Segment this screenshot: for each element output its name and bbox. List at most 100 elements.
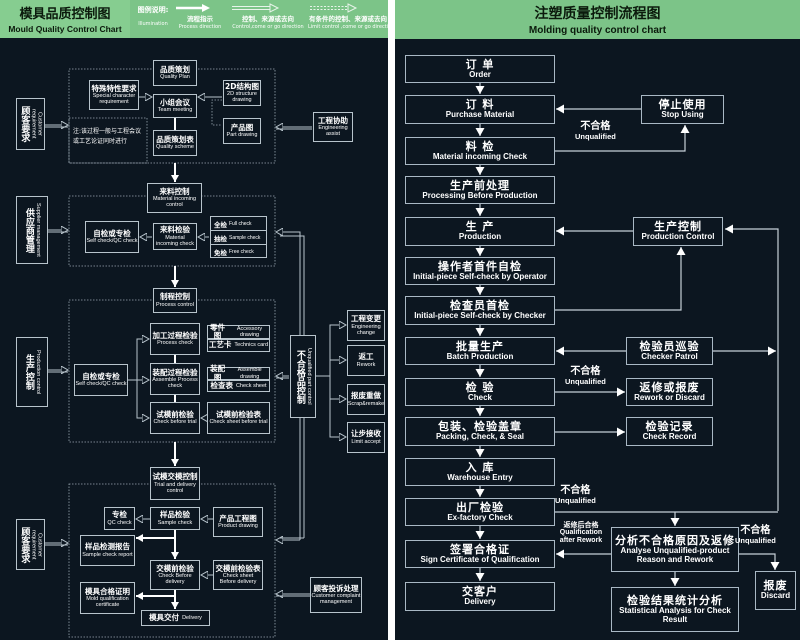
node-label-en: Material incoming Check <box>432 151 528 161</box>
legend-item-en: Limit control ,come or go direction <box>308 24 388 30</box>
batch-node: 批量生产 Batch Production <box>405 337 555 365</box>
node-label-en: Rework <box>356 361 376 368</box>
complaint-node: 顾客投诉处理 Customer complaint management <box>310 577 362 613</box>
warehouse-node: 入 库 Warehouse Entry <box>405 458 555 486</box>
node-label-zh: 来料控制 <box>159 186 190 196</box>
node-label-en: Sample check <box>157 519 193 526</box>
technics-node: 工艺卡 Technics card <box>207 339 270 352</box>
node-label-zh: 检查员首检 <box>450 299 510 313</box>
node-label-zh: 入 库 <box>465 460 495 474</box>
assemble-check-node: 装配过程检验 Assemble Process check <box>150 363 200 395</box>
node-label-zh: 模具交付 <box>149 612 180 622</box>
legend-item-zh: 控制、来源或去向 <box>242 15 294 23</box>
node-label-zh: 来料检验 <box>160 225 190 235</box>
node-label-en: Assemble Process check <box>152 377 198 390</box>
node-label-zh: 出厂检验 <box>456 500 504 514</box>
assemble-drawing-node: 装配图 Assemble drawing <box>207 364 270 382</box>
node-label-en: Self check/QC check <box>75 381 127 388</box>
mould-quality-panel: 模具品质控制图 Mould Quality Control Chart 图例说明… <box>0 0 388 640</box>
engineering-assist-node: 工程协助 Engineering assist <box>313 112 353 142</box>
node-label-zh: 样品检测报告 <box>85 542 130 552</box>
eng-change-node: 工程变更 Engineering change <box>347 310 385 341</box>
node-label-en: Warehouse Entry <box>447 472 513 482</box>
node-label-zh: 产品图 <box>230 122 254 132</box>
pre-node: 生产前处理 Processing Before Production <box>405 176 555 204</box>
mat-check-node: 料 检 Material incoming Check <box>405 137 555 165</box>
legend-label: 图例说明: Illumination <box>134 3 172 27</box>
legend-item-zh: 有条件的控制、来源或去向 <box>309 15 387 23</box>
customer-req-2-node: 顾客要求 Customer requirement <box>16 519 45 570</box>
option-zh: 全检 <box>214 220 227 229</box>
option-sample-check: 抽检 Sample check <box>211 231 266 245</box>
node-label-en: Scrap&remake <box>347 400 385 407</box>
option-zh: 抽检 <box>214 234 227 243</box>
node-label-en: Mold qualification certificate <box>86 596 129 609</box>
node-label-zh: 订 料 <box>465 98 495 112</box>
legend-process-direction: 流程指示 Process direction <box>172 3 228 30</box>
right-header: 注塑质量控制流程图 Molding quality control chart <box>395 0 800 39</box>
node-label-zh: 料 检 <box>465 139 495 153</box>
material-check-node: 来料检验 Material incoming check <box>153 223 197 250</box>
unq2-label: 不合格 Unqualified <box>565 366 606 385</box>
molding-quality-panel: 注塑质量控制流程图 Molding quality control chart <box>395 0 800 640</box>
production-node: 生 产 Production <box>405 217 555 246</box>
label-zh: 返修后合格 <box>563 521 599 529</box>
double-line-arrow-icon <box>232 3 280 13</box>
dashed-arrow-icon <box>310 3 358 13</box>
patrol-node: 检验员巡验 Checker Patrol <box>626 337 713 365</box>
node-label-en: QC check <box>107 519 132 526</box>
node-label-en: Processing Before Production <box>422 190 538 200</box>
node-label-zh: 签署合格证 <box>450 542 510 556</box>
node-label-zh: 批量生产 <box>456 339 504 353</box>
delivery-node: 交客户 Delivery <box>405 582 555 611</box>
node-label-en: Check sheet <box>235 382 267 389</box>
node-label-zh: 让步接收 <box>351 429 381 439</box>
node-label-en: Delivery <box>464 597 496 607</box>
team-meeting-node: 小组会议 Team meeting <box>153 94 197 118</box>
part-drawing-node: 产品图 Part drawing <box>223 118 261 144</box>
sign-node: 签署合格证 Sign Certificate of Qualification <box>405 540 555 568</box>
option-en: Sample check <box>229 234 261 241</box>
label-en: Unqualified <box>735 535 776 545</box>
node-label-en: Discard <box>760 591 791 601</box>
rework-node: 返修或报废 Rework or Discard <box>626 378 713 406</box>
mold-cert-node: 模具合格证明 Mold qualification certificate <box>80 582 135 614</box>
node-label-zh: 2D结构图 <box>225 81 259 91</box>
node-label-zh: 交模前检验表 <box>215 563 261 573</box>
legend-label-zh: 图例说明: <box>137 6 169 14</box>
node-label-zh: 操作者首件自检 <box>438 259 522 273</box>
qc-check-node: 专检 QC check <box>104 507 135 530</box>
unq4-label: 不合格 Unqualified <box>735 525 776 545</box>
node-label-zh: 小组会议 <box>160 97 190 107</box>
self-check-1-node: 自检或专检 Self check/QC check <box>85 221 139 253</box>
node-label-en: Customer complaint management <box>311 593 361 606</box>
node-label-zh: 加工过程检验 <box>152 330 198 340</box>
node-label-en: Initial-piece Self-check by Checker <box>414 311 546 321</box>
node-label-zh: 装配图 <box>210 364 226 382</box>
material-control-node: 来料控制 Material incoming control <box>147 183 202 213</box>
trial-sheet-node: 试模前检验表 Check sheet before trial <box>207 402 270 434</box>
node-label-en: Checker Patrol <box>641 351 698 361</box>
legend-control-direction: 控制、来源或去向 Control,come or go direction <box>230 3 306 30</box>
node-label-en: Special character requirement <box>92 93 136 106</box>
node-label-zh: 交客户 <box>462 585 498 599</box>
left-title-en: Mould Quality Control Chart <box>8 24 122 34</box>
node-label-en: Engineering assist <box>318 125 348 138</box>
node-label-en: Check sheet before trial <box>209 419 268 426</box>
node-label-en: Part drawing <box>226 132 258 139</box>
label-zh: 不合格 <box>740 525 771 536</box>
scrap-node: 报废重做 Scrap&remake <box>347 384 385 415</box>
solid-arrow-icon <box>176 4 210 12</box>
trial-check-node: 试模前检验 Check before trial <box>150 402 200 434</box>
stop-node: 停止使用 Stop Using <box>641 95 724 124</box>
node-label-zh: 生产前处理 <box>450 178 510 192</box>
node-label-en: Analyse Unqualified-product Reason and R… <box>620 545 730 564</box>
node-label-zh: 试模交模控制 <box>152 472 198 482</box>
special-req-node: 特殊特性要求 Special character requirement <box>89 80 139 110</box>
checker-node: 检查员首检 Initial-piece Self-check by Checker <box>405 296 555 325</box>
node-label-zh: 供应商管理 <box>23 207 34 253</box>
node-label-zh: 品质策划 <box>160 64 190 74</box>
node-label-zh: 报废重做 <box>351 391 381 401</box>
node-label-zh: 分析不合格原因及返修 <box>615 533 735 547</box>
option-zh: 免检 <box>214 249 227 257</box>
